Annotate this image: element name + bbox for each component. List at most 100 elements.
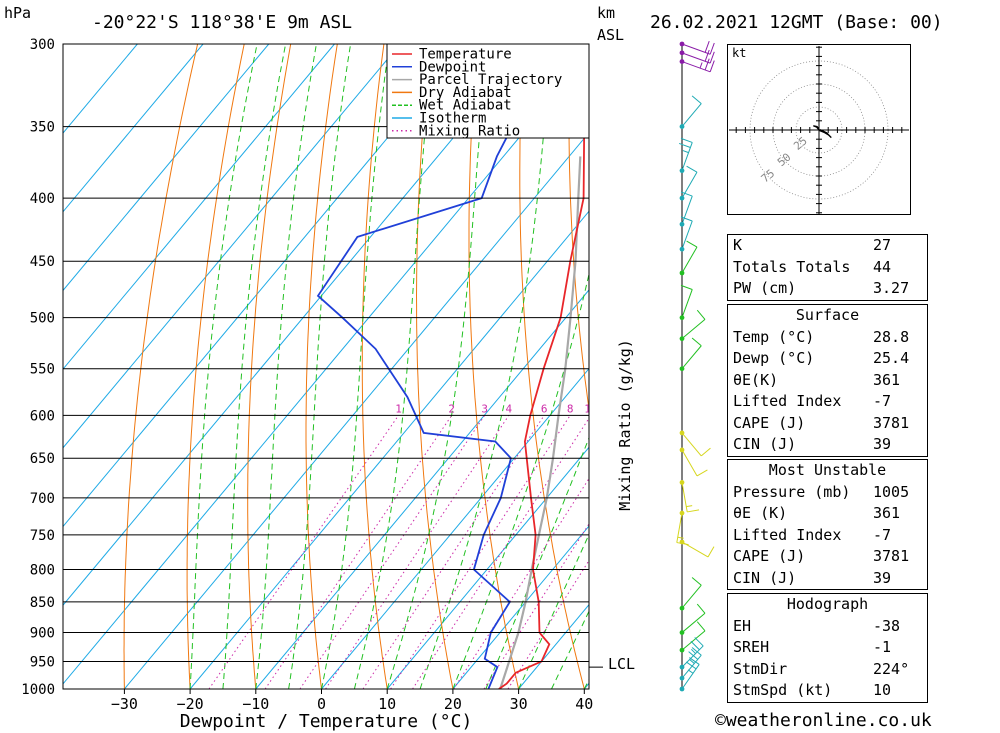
- pressure-tick-label: 950: [30, 655, 55, 671]
- x-axis-title: Dewpoint / Temperature (°C): [180, 711, 473, 732]
- hodograph-stat-row: StmDir 224°: [728, 659, 927, 681]
- mixing-ratio-label: 2: [448, 402, 455, 415]
- wind-barb: [679, 657, 700, 692]
- wind-barb-flag: [709, 42, 715, 55]
- legend-label: Temperature: [419, 47, 512, 63]
- hodograph-stat-label: StmSpd (kt): [733, 681, 833, 699]
- asl-label: ASL: [597, 26, 624, 44]
- pressure-tick-label: 900: [30, 626, 55, 642]
- lcl-label: LCL: [608, 655, 635, 673]
- isotherm-line: [124, 131, 589, 689]
- indices-table: K 27 Totals Totals 44 PW (cm) 3.27: [727, 234, 928, 301]
- isotherm-line: [63, 44, 401, 449]
- wind-barb-flag: [694, 637, 704, 647]
- isotherm-line: [63, 53, 589, 685]
- wind-barb-staff: [681, 52, 711, 64]
- surface-row: θE(K) 361: [728, 370, 927, 392]
- index-row: Totals Totals 44: [728, 257, 927, 279]
- wind-barb-staff: [681, 584, 702, 609]
- x-tick-label: −30: [111, 695, 138, 713]
- wind-barb-flag: [707, 546, 715, 558]
- wind-barb-flag: [686, 240, 698, 248]
- hodograph-stat-row: EH -38: [728, 616, 927, 638]
- most-unstable-value: -7: [873, 525, 892, 544]
- most-unstable-value: 361: [873, 504, 901, 522]
- wind-barb-dot: [679, 50, 685, 56]
- wind-barb: [678, 137, 693, 174]
- index-value: 44: [873, 257, 892, 276]
- isotherm-line: [452, 525, 589, 689]
- surface-title: Surface: [795, 306, 860, 324]
- wind-barb-half-flag: [690, 648, 696, 654]
- wind-barb-staff: [681, 432, 702, 457]
- wind-barb: [676, 510, 689, 546]
- most-unstable-value: 39: [873, 568, 892, 587]
- wind-barb-staff: [681, 142, 693, 171]
- wind-barb-flag: [691, 647, 702, 656]
- most-unstable-table: Most Unstable Pressure (mb) 1005 θE (K) 361…: [727, 459, 928, 590]
- hodograph-trace: [813, 125, 832, 139]
- isotherm-line: [63, 44, 335, 370]
- wind-barb: [679, 621, 706, 653]
- isotherm-line: [255, 289, 589, 689]
- hodograph-stat-value: 10: [873, 681, 892, 699]
- isotherm-line: [63, 44, 138, 134]
- mixing-ratio-label: 3: [481, 402, 488, 415]
- wet-adiabat-line: [518, 533, 589, 689]
- hodograph-stat-label: StmDir: [733, 659, 788, 678]
- most-unstable-row: Pressure (mb) 1005: [728, 482, 927, 504]
- mixing-ratio-label: 4: [506, 402, 513, 415]
- index-row: PW (cm) 3.27: [728, 278, 927, 300]
- most-unstable-value: 3781: [873, 547, 910, 565]
- skew-t-chart: 1 2 3 4 6 8 10 15 20 25 3003504004505005506006507…: [21, 37, 715, 732]
- wind-barb-flag: [691, 95, 702, 104]
- isotherm-line: [63, 44, 532, 606]
- mixing-ratio-line: [362, 415, 545, 689]
- surface-value: -7: [873, 392, 892, 410]
- dry-adiabat-line: [361, 44, 388, 689]
- wind-barb-staff: [681, 246, 698, 274]
- wind-barb-flag: [680, 191, 693, 197]
- surface-row: Temp (°C) 28.8: [728, 327, 927, 349]
- wind-barb-half-flag: [682, 150, 689, 154]
- wind-barb-half-flag: [686, 505, 693, 508]
- surface-label: CAPE (J): [733, 413, 806, 432]
- pressure-tick-label: 650: [30, 451, 55, 467]
- hodograph-unit: kt: [732, 46, 746, 60]
- surface-label: Temp (°C): [733, 327, 815, 346]
- wind-barb: [679, 577, 702, 611]
- wind-barb-half-flag: [677, 536, 684, 539]
- pressure-tick-label: 800: [30, 562, 55, 578]
- wind-barb: [679, 284, 693, 321]
- wind-barb-staff: [681, 43, 711, 55]
- mixing-ratio-axis-title: Mixing Ratio (g/kg): [616, 339, 634, 511]
- wind-barb-flag: [709, 51, 715, 64]
- wind-barb-staff: [681, 630, 706, 651]
- hodograph-stat-value: -1: [873, 638, 892, 656]
- hodograph-stat-row: SREH -1: [728, 637, 927, 659]
- wind-barb-staff: [681, 482, 688, 513]
- wind-barb-flag: [691, 337, 702, 347]
- legend-label: Dewpoint: [419, 59, 486, 75]
- wind-barb-flag: [704, 58, 710, 71]
- legend-label: Parcel Trajectory: [419, 72, 562, 88]
- wind-barb-dot: [679, 195, 685, 201]
- dewpoint-line: [316, 44, 530, 689]
- dry-adiabat-line: [519, 44, 585, 689]
- wind-barb-staff: [681, 195, 693, 225]
- hodograph-stats-table: Hodograph EH -38 SREH -1 StmDir 224° StmSpd (k…: [727, 593, 928, 703]
- wind-barb: [679, 40, 715, 55]
- hodograph-stat-label: EH: [733, 616, 752, 635]
- pressure-tick-label: 500: [30, 311, 55, 327]
- wind-barb-dot: [679, 246, 685, 252]
- wind-barb: [679, 240, 698, 276]
- wind-barb-half-flag: [699, 62, 703, 69]
- surface-row: CAPE (J) 3781: [728, 413, 927, 435]
- wind-barb-staff: [676, 512, 683, 543]
- wind-barb: [679, 447, 708, 477]
- mixing-ratio-label: 10: [584, 402, 597, 415]
- wind-barb-staff: [681, 220, 693, 250]
- isotherm-line: [386, 446, 589, 689]
- dry-adiabat-line: [186, 44, 245, 689]
